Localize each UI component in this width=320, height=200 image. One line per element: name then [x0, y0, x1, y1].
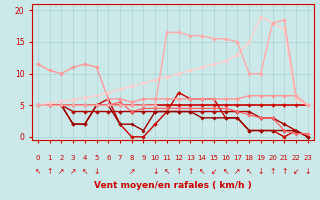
- Text: ↙: ↙: [293, 167, 299, 176]
- Text: ↖: ↖: [246, 167, 252, 176]
- Text: ↗: ↗: [70, 167, 76, 176]
- Text: ↑: ↑: [175, 167, 182, 176]
- Text: ↗: ↗: [58, 167, 65, 176]
- Text: ↗: ↗: [129, 167, 135, 176]
- Text: ↖: ↖: [199, 167, 205, 176]
- X-axis label: Vent moyen/en rafales ( km/h ): Vent moyen/en rafales ( km/h ): [94, 181, 252, 190]
- Text: ↓: ↓: [305, 167, 311, 176]
- Text: ↓: ↓: [93, 167, 100, 176]
- Text: ↖: ↖: [35, 167, 41, 176]
- Text: ↑: ↑: [46, 167, 53, 176]
- Text: ↑: ↑: [269, 167, 276, 176]
- Text: ↖: ↖: [222, 167, 229, 176]
- Text: ↗: ↗: [234, 167, 241, 176]
- Text: ↑: ↑: [281, 167, 287, 176]
- Text: ↑: ↑: [187, 167, 194, 176]
- Text: ↓: ↓: [258, 167, 264, 176]
- Text: ↓: ↓: [152, 167, 158, 176]
- Text: ↖: ↖: [82, 167, 88, 176]
- Text: ↖: ↖: [164, 167, 170, 176]
- Text: ↙: ↙: [211, 167, 217, 176]
